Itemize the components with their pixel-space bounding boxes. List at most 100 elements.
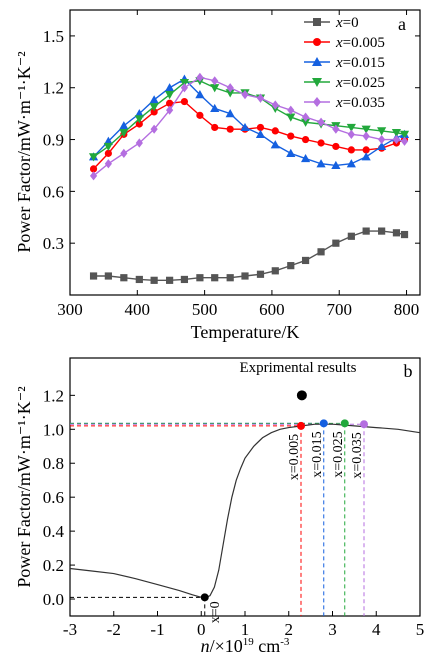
legend-entry: x=0.015 xyxy=(304,55,385,71)
triangle-up-marker xyxy=(103,136,113,145)
triangle-down-marker xyxy=(210,84,220,93)
circle-marker xyxy=(150,108,158,116)
triangle-up-marker xyxy=(165,83,175,92)
diamond-marker xyxy=(392,134,401,145)
y-tick-label: 0.2 xyxy=(43,556,64,575)
point-label: x=0 xyxy=(208,601,223,623)
x-tick-label: 700 xyxy=(326,300,352,319)
triangle-down-marker xyxy=(134,115,144,124)
square-marker xyxy=(120,274,128,282)
triangle-down-marker xyxy=(88,153,99,162)
circle-marker xyxy=(196,111,204,119)
circle-marker xyxy=(301,135,310,144)
square-marker xyxy=(180,275,189,284)
x-tick-label: 3 xyxy=(328,620,337,639)
legend-label: x=0 xyxy=(335,15,359,31)
diamond-marker xyxy=(347,129,355,139)
x-tick-label: 5 xyxy=(416,620,425,639)
circle-marker xyxy=(271,127,279,135)
x-tick-label: -3 xyxy=(63,620,77,639)
square-marker xyxy=(362,227,370,235)
legend-entry: x=0.005 xyxy=(304,35,385,51)
y-tick-label: 1.2 xyxy=(43,79,64,98)
diamond-marker xyxy=(400,136,409,146)
diamond-marker xyxy=(271,100,279,110)
square-marker xyxy=(104,272,112,280)
x-tick-label: 400 xyxy=(125,300,151,319)
square-marker xyxy=(89,272,98,280)
model-curve-line xyxy=(69,423,421,599)
panel-a-plot-frame xyxy=(69,9,421,296)
x-tick-label: 600 xyxy=(259,300,285,319)
triangle-up-marker xyxy=(346,159,356,168)
triangle-up-marker xyxy=(210,103,220,113)
square-marker xyxy=(271,267,279,275)
square-marker xyxy=(287,262,295,270)
triangle-down-marker xyxy=(377,127,387,136)
square-marker xyxy=(378,227,386,235)
x-label-mid: /×10 xyxy=(210,636,243,656)
triangle-down-marker xyxy=(165,91,175,100)
circle-marker xyxy=(332,142,340,151)
diamond-marker xyxy=(362,131,370,141)
y-tick-label: 1.0 xyxy=(43,420,64,439)
triangle-down-marker xyxy=(286,113,296,122)
point-label-text: x=0.015 xyxy=(310,431,325,477)
panel-b-guide-lines xyxy=(70,422,365,616)
series-line xyxy=(93,230,405,282)
circle-marker xyxy=(287,132,295,140)
legend-label-value: =0 xyxy=(343,15,359,31)
panel-b-x-axis-label: n/×1019 cm-3 xyxy=(201,636,290,656)
legend-label-value: =0.015 xyxy=(343,55,385,71)
legend-label-var: x xyxy=(335,75,343,91)
square-marker xyxy=(256,270,265,278)
triangle-up-marker xyxy=(195,90,205,99)
x-tick-label: 2 xyxy=(285,620,294,639)
y-tick-label: 1.5 xyxy=(43,27,64,46)
circle-marker xyxy=(362,146,370,154)
square-marker xyxy=(313,18,321,26)
point-label: x=0.035 xyxy=(350,432,365,478)
triangle-up-marker xyxy=(255,129,266,138)
square-marker xyxy=(347,232,355,240)
triangle-down-marker xyxy=(346,123,356,133)
data-point xyxy=(319,419,328,428)
triangle-down-marker xyxy=(361,125,371,134)
square-marker xyxy=(301,256,310,265)
diamond-marker xyxy=(104,159,112,169)
square-marker xyxy=(332,239,340,247)
triangle-down-marker xyxy=(179,78,190,88)
circle-marker xyxy=(211,123,219,132)
y-tick-label: 1.2 xyxy=(43,386,64,405)
point-label: x=0.005 xyxy=(287,434,302,480)
triangle-up-marker xyxy=(361,152,371,161)
experimental-point xyxy=(296,390,307,401)
diamond-marker xyxy=(256,93,265,103)
x-tick-label: 0 xyxy=(197,620,206,639)
square-marker xyxy=(317,248,325,256)
data-point xyxy=(297,421,305,430)
x-label-exp: 19 xyxy=(243,636,255,648)
x-tick-label: 500 xyxy=(192,300,218,319)
square-marker xyxy=(211,274,219,282)
square-marker xyxy=(196,274,204,282)
circle-marker xyxy=(347,146,355,154)
panel-a-series xyxy=(88,72,410,284)
panel-b-y-axis-label: Power Factor/mW·m⁻¹·K⁻² xyxy=(14,386,34,587)
legend-label-value: =0.005 xyxy=(343,35,385,51)
diamond-marker xyxy=(180,83,189,93)
data-point xyxy=(200,593,209,602)
x-tick-label: -2 xyxy=(107,620,121,639)
legend-label-var: x xyxy=(335,95,343,111)
diamond-marker xyxy=(301,112,310,122)
point-label-text: x=0.025 xyxy=(331,431,346,477)
legend-entry: x=0 xyxy=(304,15,359,31)
circle-marker xyxy=(180,97,189,106)
circle-marker xyxy=(317,139,325,147)
square-marker xyxy=(241,272,249,280)
triangle-up-marker xyxy=(286,148,296,157)
point-label-text: x=0.035 xyxy=(350,432,365,478)
point-label-text: x=0.005 xyxy=(287,434,302,480)
